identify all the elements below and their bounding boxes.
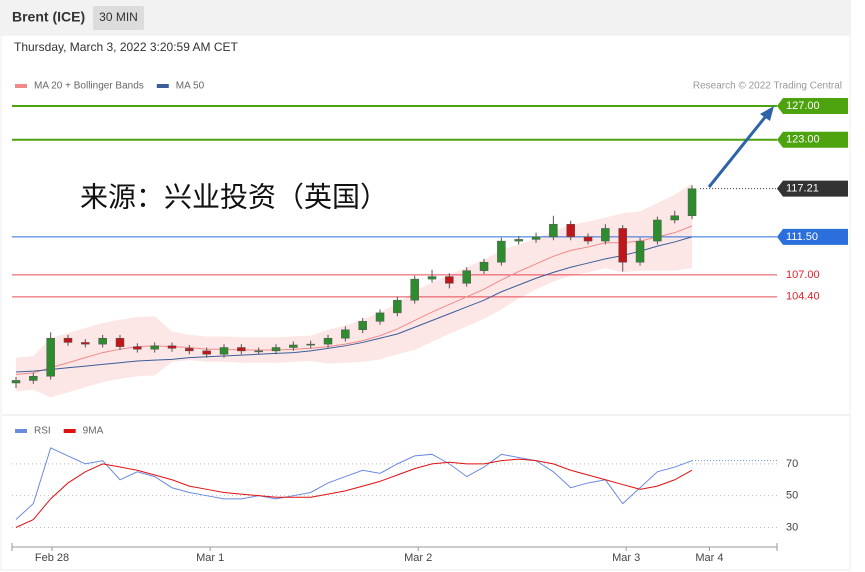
candle-body <box>133 346 142 350</box>
x-tick-label: Mar 4 <box>695 552 723 564</box>
x-tick-label: Mar 2 <box>404 552 432 564</box>
ma-line <box>15 236 693 373</box>
legend-swatch <box>156 84 169 88</box>
x-tick-label: Mar 3 <box>612 552 640 564</box>
interval-badge <box>93 6 144 30</box>
candle-body <box>445 276 454 284</box>
attribution: Research © 2022 Trading Central <box>693 81 842 92</box>
legend-label: RSI <box>34 426 51 437</box>
candle-body <box>653 219 662 242</box>
legend-swatch <box>15 84 27 88</box>
instrument-title: Brent (ICE) <box>12 9 85 25</box>
candle-body <box>323 337 333 345</box>
x-tick-label: Mar 1 <box>196 552 224 564</box>
candle-body <box>254 350 263 353</box>
legend-label: 9MA <box>83 426 104 437</box>
candle-body <box>635 240 645 263</box>
ma-line <box>15 225 693 376</box>
arrow <box>707 106 774 188</box>
candle-body <box>63 337 73 343</box>
candle-body <box>583 236 593 242</box>
candle-body <box>341 329 350 339</box>
candle-body <box>410 278 419 301</box>
candle-body <box>566 223 575 238</box>
candle-body <box>375 312 385 322</box>
x-tick-label: Feb 28 <box>35 552 69 564</box>
candle-body <box>618 228 627 263</box>
candle-body <box>479 261 489 271</box>
candle-body <box>289 344 298 348</box>
level-label: 104.40 <box>786 291 820 303</box>
candle-body <box>687 188 697 217</box>
level-label: 127.00 <box>786 100 820 112</box>
candle-body <box>670 215 679 221</box>
level-label: 107.00 <box>786 269 820 281</box>
candle-body <box>11 380 21 384</box>
candle-body <box>237 347 246 352</box>
level-label: 111.50 <box>786 231 818 243</box>
candle-body <box>358 321 367 331</box>
level-tag <box>777 228 848 245</box>
frame <box>0 34 851 571</box>
candle-body <box>150 345 159 350</box>
legend-swatch <box>15 429 27 433</box>
y-tick-label: 50 <box>786 490 798 502</box>
candle-body <box>46 337 55 377</box>
candle-body <box>306 343 315 346</box>
candle-body <box>601 228 610 242</box>
candle-body <box>98 337 107 345</box>
candle-body <box>462 270 471 284</box>
candle-body <box>185 348 194 352</box>
arrow-head <box>760 106 774 121</box>
candle-body <box>219 347 229 355</box>
candle-body <box>115 337 125 347</box>
y-tick-label: 30 <box>786 521 798 533</box>
level-label: 123.00 <box>786 134 820 146</box>
level-label: 117.21 <box>786 183 819 195</box>
candle-body <box>393 299 402 314</box>
candle-body <box>514 239 523 242</box>
level-tag <box>777 97 848 114</box>
level-tag <box>777 131 848 148</box>
candle-body <box>427 276 437 280</box>
arrow-shaft <box>707 115 768 188</box>
candle-body <box>167 345 177 349</box>
candle-body <box>549 223 558 238</box>
legend-swatch <box>63 429 76 433</box>
rsi-line <box>15 458 693 528</box>
bollinger-band <box>15 183 693 398</box>
rsi-line <box>15 447 693 520</box>
level-tag <box>777 180 848 197</box>
candle-body <box>202 350 211 355</box>
candle-body <box>531 236 541 240</box>
legend-label: MA 50 <box>176 81 205 92</box>
candle-body <box>497 240 506 263</box>
y-tick-label: 70 <box>786 458 798 470</box>
legend-label: MA 20 + Bollinger Bands <box>34 81 144 92</box>
candle-body <box>29 375 38 381</box>
timestamp: Thursday, March 3, 2022 3:20:59 AM CET <box>14 40 239 54</box>
candle-body <box>271 347 281 352</box>
annotation: 来源：兴业投资（英国） <box>80 181 388 212</box>
interval: 30 MIN <box>99 10 138 24</box>
candle-body <box>81 342 90 345</box>
